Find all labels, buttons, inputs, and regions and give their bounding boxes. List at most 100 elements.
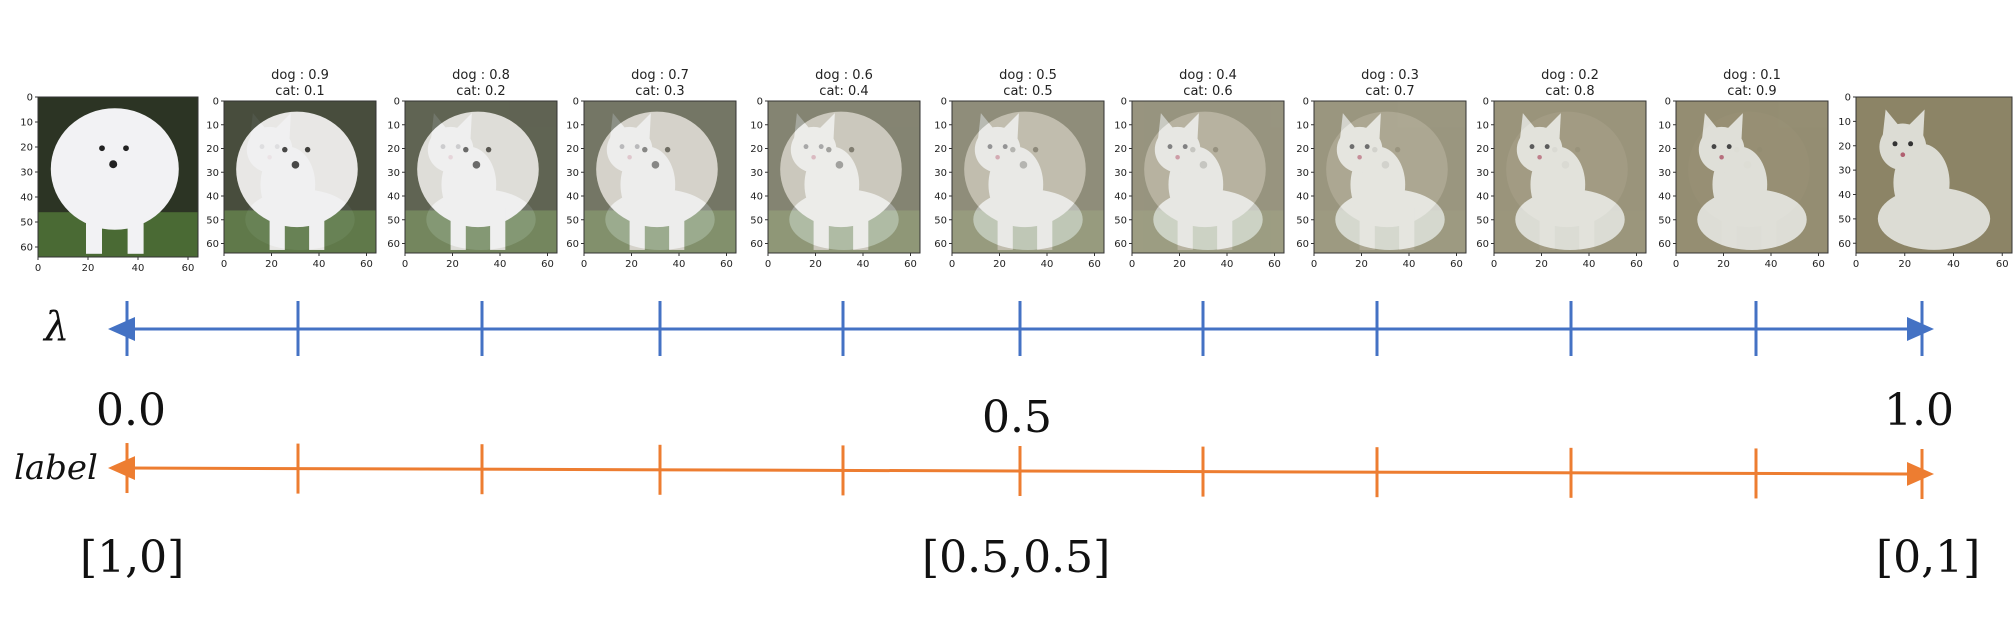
x-tick-label: 0: [765, 259, 771, 270]
mixed-image: [768, 101, 920, 253]
x-tick-label: 60: [182, 263, 195, 274]
y-tick-label: 0: [213, 97, 219, 108]
y-tick-label: 10: [1838, 117, 1851, 128]
mixed-image: [38, 97, 198, 257]
mixed-image: [1132, 101, 1284, 253]
y-tick-label: 50: [206, 215, 219, 226]
dog-layer: [584, 101, 736, 253]
label-axis: label [1,0] [0.5,0.5] [0,1]: [14, 443, 1980, 583]
y-tick-label: 40: [750, 192, 763, 203]
x-tick-label: 60: [541, 259, 554, 270]
label-axis-name: label: [14, 448, 98, 488]
x-tick-label: 20: [625, 259, 638, 270]
x-tick-label: 60: [1812, 259, 1825, 270]
lambda-label-mid: 0.5: [982, 392, 1052, 443]
dog-layer: [224, 101, 376, 253]
y-tick-label: 30: [1114, 168, 1127, 179]
x-tick-label: 0: [1673, 259, 1679, 270]
x-tick-label: 60: [1996, 259, 2009, 270]
x-tick-label: 0: [1311, 259, 1317, 270]
y-tick-label: 0: [1845, 93, 1851, 104]
y-tick-label: 0: [27, 93, 33, 104]
lambda-label-end: 1.0: [1884, 385, 1954, 436]
y-tick-label: 40: [387, 192, 400, 203]
y-tick-label: 20: [20, 143, 33, 154]
y-tick-label: 10: [1476, 120, 1489, 131]
x-tick-label: 20: [1355, 259, 1368, 270]
y-tick-label: 10: [934, 120, 947, 131]
y-tick-label: 0: [394, 97, 400, 108]
y-tick-label: 50: [20, 218, 33, 229]
y-tick-label: 10: [1658, 120, 1671, 131]
y-tick-label: 0: [573, 97, 579, 108]
mixed-image: [224, 101, 376, 253]
x-tick-label: 0: [949, 259, 955, 270]
y-tick-label: 60: [1838, 239, 1851, 250]
x-tick-label: 20: [82, 263, 95, 274]
y-tick-label: 30: [566, 168, 579, 179]
frame-caption-cat: cat: 0.9: [1727, 84, 1776, 99]
y-tick-label: 60: [20, 243, 33, 254]
frame-border: [1313, 100, 1467, 254]
x-tick-label: 40: [1765, 259, 1778, 270]
y-tick-label: 50: [1296, 215, 1309, 226]
frame-border: [37, 96, 199, 258]
label-value-end: [0,1]: [1876, 532, 1980, 583]
y-tick-label: 60: [206, 239, 219, 250]
y-tick-label: 20: [1296, 144, 1309, 155]
y-tick-label: 20: [934, 144, 947, 155]
y-tick-label: 40: [1114, 192, 1127, 203]
x-tick-label: 20: [1717, 259, 1730, 270]
frame-border: [951, 100, 1105, 254]
label-ticks: [125, 443, 1924, 499]
cat-layer: [405, 101, 557, 253]
frame-caption-dog: dog : 0.7: [631, 68, 689, 83]
y-tick-label: 50: [750, 215, 763, 226]
x-tick-label: 0: [1129, 259, 1135, 270]
y-tick-label: 20: [566, 144, 579, 155]
y-tick-label: 60: [750, 239, 763, 250]
y-tick-label: 30: [934, 168, 947, 179]
frame-caption-dog: dog : 0.8: [452, 68, 510, 83]
y-tick-label: 40: [934, 192, 947, 203]
y-tick-label: 60: [387, 239, 400, 250]
y-tick-label: 40: [1838, 190, 1851, 201]
x-tick-label: 40: [1403, 259, 1416, 270]
x-tick-label: 20: [993, 259, 1006, 270]
y-tick-label: 50: [1838, 214, 1851, 225]
cat-layer: [1856, 97, 2012, 253]
x-tick-label: 40: [673, 259, 686, 270]
label-value-mid: [0.5,0.5]: [922, 532, 1110, 583]
x-tick-label: 40: [1221, 259, 1234, 270]
frame-caption-cat: cat: 0.2: [456, 84, 505, 99]
frame-caption-cat: cat: 0.8: [1545, 84, 1594, 99]
y-tick-label: 50: [1476, 215, 1489, 226]
x-tick-label: 40: [1583, 259, 1596, 270]
frame-caption-cat: cat: 0.7: [1365, 84, 1414, 99]
cat-layer: [1494, 101, 1646, 253]
y-tick-label: 30: [206, 168, 219, 179]
y-tick-label: 10: [750, 120, 763, 131]
dog-layer: [38, 97, 198, 257]
y-tick-label: 0: [1483, 97, 1489, 108]
lambda-axis: λ 0.0 0.5 1.0: [42, 301, 1954, 443]
x-tick-label: 40: [313, 259, 326, 270]
y-tick-label: 0: [757, 97, 763, 108]
y-tick-label: 40: [1476, 192, 1489, 203]
x-tick-label: 0: [1491, 259, 1497, 270]
y-tick-label: 40: [566, 192, 579, 203]
y-tick-label: 0: [1121, 97, 1127, 108]
cat-layer: [1676, 101, 1828, 253]
x-tick-label: 0: [35, 263, 41, 274]
y-tick-label: 20: [387, 144, 400, 155]
x-tick-label: 40: [857, 259, 870, 270]
y-tick-label: 30: [1296, 168, 1309, 179]
y-tick-label: 20: [1658, 144, 1671, 155]
x-tick-label: 60: [904, 259, 917, 270]
lambda-symbol: λ: [42, 304, 69, 350]
